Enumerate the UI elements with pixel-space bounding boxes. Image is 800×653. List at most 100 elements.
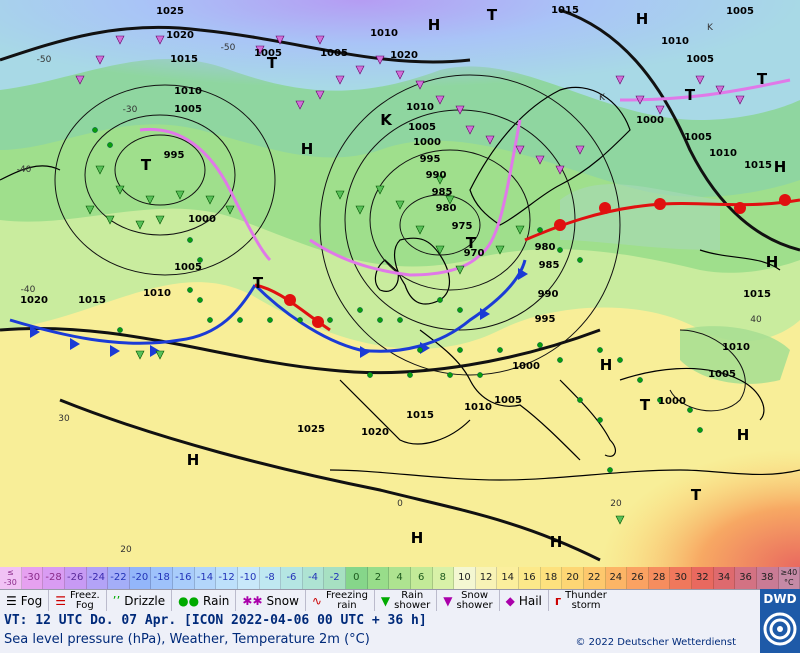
rain-shower-symbol bbox=[155, 350, 165, 360]
isobar-label: 1010 bbox=[464, 402, 492, 413]
isobar-label: 1005 bbox=[684, 132, 712, 143]
legend-freezing-fog-label: Freez. Fog bbox=[69, 590, 100, 611]
snow-shower-symbol bbox=[315, 35, 325, 45]
isobar-label: 1000 bbox=[658, 396, 686, 407]
scale-cell: 30 bbox=[670, 567, 692, 589]
snow-shower-symbol bbox=[395, 70, 405, 80]
rain-symbol bbox=[447, 372, 453, 378]
scale-cell: 34 bbox=[713, 567, 736, 589]
rain-symbol bbox=[577, 257, 583, 263]
scale-cell: ≥40 °C bbox=[778, 567, 800, 589]
scale-cell: -8 bbox=[259, 567, 282, 589]
rain-shower-symbol bbox=[415, 225, 425, 235]
legend-fog: ☰ Fog bbox=[0, 590, 50, 612]
scale-cell: 26 bbox=[627, 567, 649, 589]
pressure-center-label: H bbox=[774, 158, 787, 176]
rain-shower-symbol bbox=[175, 190, 185, 200]
snow-shower-symbol bbox=[255, 45, 265, 55]
scale-cell: 38 bbox=[756, 567, 779, 589]
isobar-label: 1005 bbox=[174, 262, 202, 273]
rain-symbol bbox=[577, 397, 583, 403]
isotherm-label: 0 bbox=[397, 499, 403, 509]
rain-shower-symbol bbox=[435, 245, 445, 255]
rain-shower-symbol bbox=[445, 195, 455, 205]
snow-shower-symbol bbox=[155, 35, 165, 45]
scale-cell: 20 bbox=[562, 567, 584, 589]
pressure-center-label: H bbox=[411, 529, 424, 547]
scale-cell: 6 bbox=[410, 567, 433, 589]
legend-hail-label: Hail bbox=[518, 594, 542, 608]
scale-cell: -2 bbox=[324, 567, 346, 589]
rain-shower-symbol bbox=[515, 225, 525, 235]
scale-cell: 32 bbox=[692, 567, 714, 589]
rain-symbol bbox=[537, 227, 543, 233]
snow-icon: ✱✱ bbox=[242, 594, 263, 608]
thunderstorm-icon: г bbox=[554, 594, 562, 608]
rain-symbol bbox=[417, 347, 423, 353]
rain-symbol bbox=[187, 237, 193, 243]
rain-shower-symbol bbox=[115, 185, 125, 195]
rain-shower-symbol bbox=[335, 190, 345, 200]
rain-symbol bbox=[617, 357, 623, 363]
rain-shower-symbol bbox=[615, 515, 625, 525]
map-description: Sea level pressure (hPa), Weather, Tempe… bbox=[4, 632, 370, 647]
rain-shower-symbol bbox=[455, 265, 465, 275]
isotherm-label: 40 bbox=[750, 315, 762, 325]
isobar-label: 1010 bbox=[661, 36, 689, 47]
rain-symbol bbox=[697, 427, 703, 433]
isobar-lines bbox=[0, 8, 800, 562]
legend-snow-shower-label: Snow shower bbox=[456, 590, 493, 611]
rain-shower-symbol bbox=[435, 175, 445, 185]
pressure-center-label: H bbox=[737, 426, 750, 444]
scale-cell: 16 bbox=[519, 567, 541, 589]
isobar-label: 990 bbox=[538, 289, 559, 300]
rain-symbol bbox=[327, 317, 333, 323]
rain-symbol bbox=[557, 357, 563, 363]
legend-snow-label: Snow bbox=[266, 594, 299, 608]
isotherm-label: 20 bbox=[610, 499, 622, 509]
rain-symbol bbox=[237, 317, 243, 323]
scale-cell: 2 bbox=[367, 567, 390, 589]
scale-cell: -24 bbox=[86, 567, 109, 589]
isotherm-label: K bbox=[707, 23, 714, 33]
coastlines bbox=[0, 86, 800, 481]
isotherm-label: -30 bbox=[123, 105, 138, 115]
legend-rain-shower: ▼ Rain shower bbox=[375, 590, 438, 612]
isobar-label: 995 bbox=[164, 150, 185, 161]
snow-shower-symbol bbox=[515, 145, 525, 155]
rain-symbol bbox=[637, 377, 643, 383]
isotherm-label: -50 bbox=[221, 43, 236, 53]
rain-shower-symbol bbox=[495, 245, 505, 255]
isobar-label: 1000 bbox=[188, 214, 216, 225]
isobar-label: 1005 bbox=[320, 48, 348, 59]
scale-cell: 36 bbox=[735, 567, 757, 589]
freezing-fog-icon: ☰ bbox=[55, 594, 66, 608]
isobar-label: 1010 bbox=[143, 288, 171, 299]
dwd-logo-text: DWD bbox=[763, 592, 797, 606]
rain-symbol bbox=[297, 317, 303, 323]
map-info-panel: VT: 12 UTC Do. 07 Apr. [ICON 2022-04-06 … bbox=[0, 611, 760, 653]
rain-symbol bbox=[457, 347, 463, 353]
pressure-center-label: H bbox=[301, 140, 314, 158]
snow-shower-symbol bbox=[275, 35, 285, 45]
pressure-center-label: T bbox=[691, 486, 702, 504]
isobar-label: 1000 bbox=[413, 137, 441, 148]
snow-shower-symbol bbox=[715, 85, 725, 95]
rain-symbol bbox=[537, 342, 543, 348]
dwd-logo: DWD bbox=[760, 589, 800, 653]
rain-symbol bbox=[197, 297, 203, 303]
snow-shower-symbol bbox=[465, 125, 475, 135]
snow-shower-symbol bbox=[575, 145, 585, 155]
pressure-center-label: T bbox=[487, 6, 498, 24]
isobar-label: 990 bbox=[426, 170, 447, 181]
scale-cell: -22 bbox=[108, 567, 130, 589]
pressure-center-label: H bbox=[600, 356, 613, 374]
pressure-center-label: T bbox=[141, 156, 152, 174]
isobar-label: 1015 bbox=[170, 54, 198, 65]
rain-shower-icon: ▼ bbox=[380, 594, 391, 608]
scale-cell: 10 bbox=[454, 567, 476, 589]
rain-symbol bbox=[267, 317, 273, 323]
pressure-center-label: T bbox=[466, 234, 477, 252]
rain-symbol bbox=[407, 372, 413, 378]
